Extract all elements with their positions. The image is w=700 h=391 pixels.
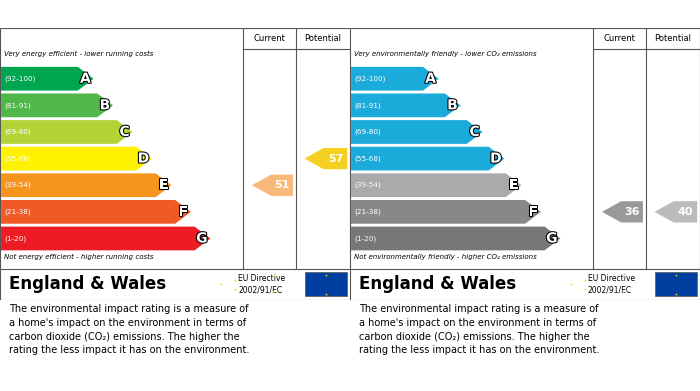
Text: Very energy efficient - lower running costs: Very energy efficient - lower running co… bbox=[4, 51, 153, 57]
Text: 40: 40 bbox=[678, 207, 693, 217]
Text: Current: Current bbox=[603, 34, 636, 43]
Text: (39-54): (39-54) bbox=[4, 182, 31, 188]
Polygon shape bbox=[351, 93, 461, 117]
Polygon shape bbox=[304, 148, 347, 169]
Text: (81-91): (81-91) bbox=[4, 102, 31, 109]
Text: (39-54): (39-54) bbox=[354, 182, 381, 188]
Text: 36: 36 bbox=[624, 207, 640, 217]
Polygon shape bbox=[1, 120, 132, 144]
Text: Not energy efficient - higher running costs: Not energy efficient - higher running co… bbox=[4, 254, 153, 260]
Text: D: D bbox=[490, 152, 502, 166]
Bar bbox=[654, 273, 696, 296]
Text: The environmental impact rating is a measure of
a home's impact on the environme: The environmental impact rating is a mea… bbox=[8, 305, 249, 355]
Text: C: C bbox=[120, 125, 130, 139]
Text: EU Directive
2002/91/EC: EU Directive 2002/91/EC bbox=[588, 274, 635, 295]
FancyBboxPatch shape bbox=[0, 269, 350, 300]
Bar bbox=[304, 273, 346, 296]
Polygon shape bbox=[1, 173, 172, 197]
Text: E: E bbox=[159, 178, 169, 192]
Text: (1-20): (1-20) bbox=[354, 235, 377, 242]
Text: EU Directive
2002/91/EC: EU Directive 2002/91/EC bbox=[238, 274, 285, 295]
Text: E: E bbox=[509, 178, 519, 192]
Polygon shape bbox=[252, 174, 293, 196]
Text: Energy Efficiency Rating: Energy Efficiency Rating bbox=[7, 7, 190, 21]
Text: G: G bbox=[546, 231, 557, 246]
FancyBboxPatch shape bbox=[350, 269, 700, 300]
Text: England & Wales: England & Wales bbox=[8, 275, 166, 293]
Polygon shape bbox=[351, 67, 439, 91]
Text: A: A bbox=[80, 72, 91, 86]
Polygon shape bbox=[351, 147, 505, 170]
Polygon shape bbox=[1, 200, 191, 224]
Text: 57: 57 bbox=[328, 154, 343, 163]
Text: (81-91): (81-91) bbox=[354, 102, 381, 109]
Text: The environmental impact rating is a measure of
a home's impact on the environme: The environmental impact rating is a mea… bbox=[358, 305, 599, 355]
Text: Potential: Potential bbox=[304, 34, 342, 43]
Text: Not environmentally friendly - higher CO₂ emissions: Not environmentally friendly - higher CO… bbox=[354, 254, 536, 260]
Polygon shape bbox=[351, 200, 541, 224]
Text: (55-68): (55-68) bbox=[4, 155, 31, 162]
Text: Potential: Potential bbox=[654, 34, 692, 43]
Polygon shape bbox=[1, 147, 152, 170]
Polygon shape bbox=[1, 67, 94, 91]
FancyBboxPatch shape bbox=[350, 28, 700, 269]
Text: F: F bbox=[178, 205, 188, 219]
Text: (92-100): (92-100) bbox=[354, 75, 386, 82]
Polygon shape bbox=[654, 201, 697, 222]
Polygon shape bbox=[602, 201, 643, 222]
Text: G: G bbox=[196, 231, 207, 246]
Text: Environmental Impact (CO₂) Rating: Environmental Impact (CO₂) Rating bbox=[357, 7, 619, 21]
Polygon shape bbox=[1, 227, 210, 250]
Text: Very environmentally friendly - lower CO₂ emissions: Very environmentally friendly - lower CO… bbox=[354, 51, 536, 57]
Text: Current: Current bbox=[253, 34, 286, 43]
Text: (55-68): (55-68) bbox=[354, 155, 381, 162]
Text: (21-38): (21-38) bbox=[354, 209, 381, 215]
Text: (21-38): (21-38) bbox=[4, 209, 31, 215]
Text: England & Wales: England & Wales bbox=[358, 275, 516, 293]
Text: 51: 51 bbox=[274, 180, 290, 190]
Text: B: B bbox=[99, 99, 110, 112]
Text: (69-80): (69-80) bbox=[354, 129, 381, 135]
Text: (92-100): (92-100) bbox=[4, 75, 36, 82]
FancyBboxPatch shape bbox=[0, 28, 350, 269]
Polygon shape bbox=[351, 173, 522, 197]
Text: (69-80): (69-80) bbox=[4, 129, 31, 135]
Text: D: D bbox=[138, 152, 149, 166]
Polygon shape bbox=[351, 120, 482, 144]
Text: C: C bbox=[470, 125, 480, 139]
Text: (1-20): (1-20) bbox=[4, 235, 27, 242]
Polygon shape bbox=[1, 93, 113, 117]
Text: F: F bbox=[528, 205, 538, 219]
Polygon shape bbox=[351, 227, 560, 250]
Text: B: B bbox=[447, 99, 458, 112]
Text: A: A bbox=[425, 72, 436, 86]
